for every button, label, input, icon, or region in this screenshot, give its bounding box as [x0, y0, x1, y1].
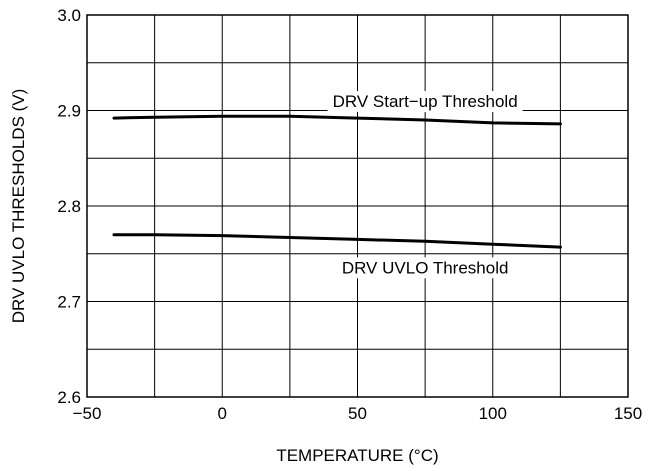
- y-axis-title: DRV UVLO THRESHOLDS (V): [9, 89, 28, 324]
- y-tick-label: 2.8: [57, 197, 81, 216]
- series-label-startup-threshold: DRV Start−up Threshold: [333, 92, 518, 111]
- x-axis-title: TEMPERATURE (°C): [276, 446, 438, 465]
- series-line-1: [112, 233, 562, 249]
- x-tick-labels: −50 0 50 100 150: [73, 404, 643, 423]
- y-tick-label: 2.6: [57, 388, 81, 407]
- series-line-0: [112, 114, 562, 126]
- y-tick-label: 2.9: [57, 102, 81, 121]
- series-layer: [112, 114, 562, 249]
- x-tick-label: 150: [614, 404, 642, 423]
- x-tick-label: 50: [348, 404, 367, 423]
- x-tick-label: 100: [479, 404, 507, 423]
- x-tick-label: −50: [73, 404, 102, 423]
- series-label-background-uvlo: [336, 257, 514, 279]
- y-tick-labels: 2.6 2.7 2.8 2.9 3.0: [57, 6, 81, 407]
- series-label-uvlo-threshold: DRV UVLO Threshold: [342, 258, 509, 277]
- x-tick-label: 0: [218, 404, 227, 423]
- y-tick-label: 2.7: [57, 293, 81, 312]
- series-label-background-startup: [327, 91, 523, 113]
- grid: [87, 15, 628, 397]
- y-tick-label: 3.0: [57, 6, 81, 25]
- plot-frame: [86, 14, 629, 398]
